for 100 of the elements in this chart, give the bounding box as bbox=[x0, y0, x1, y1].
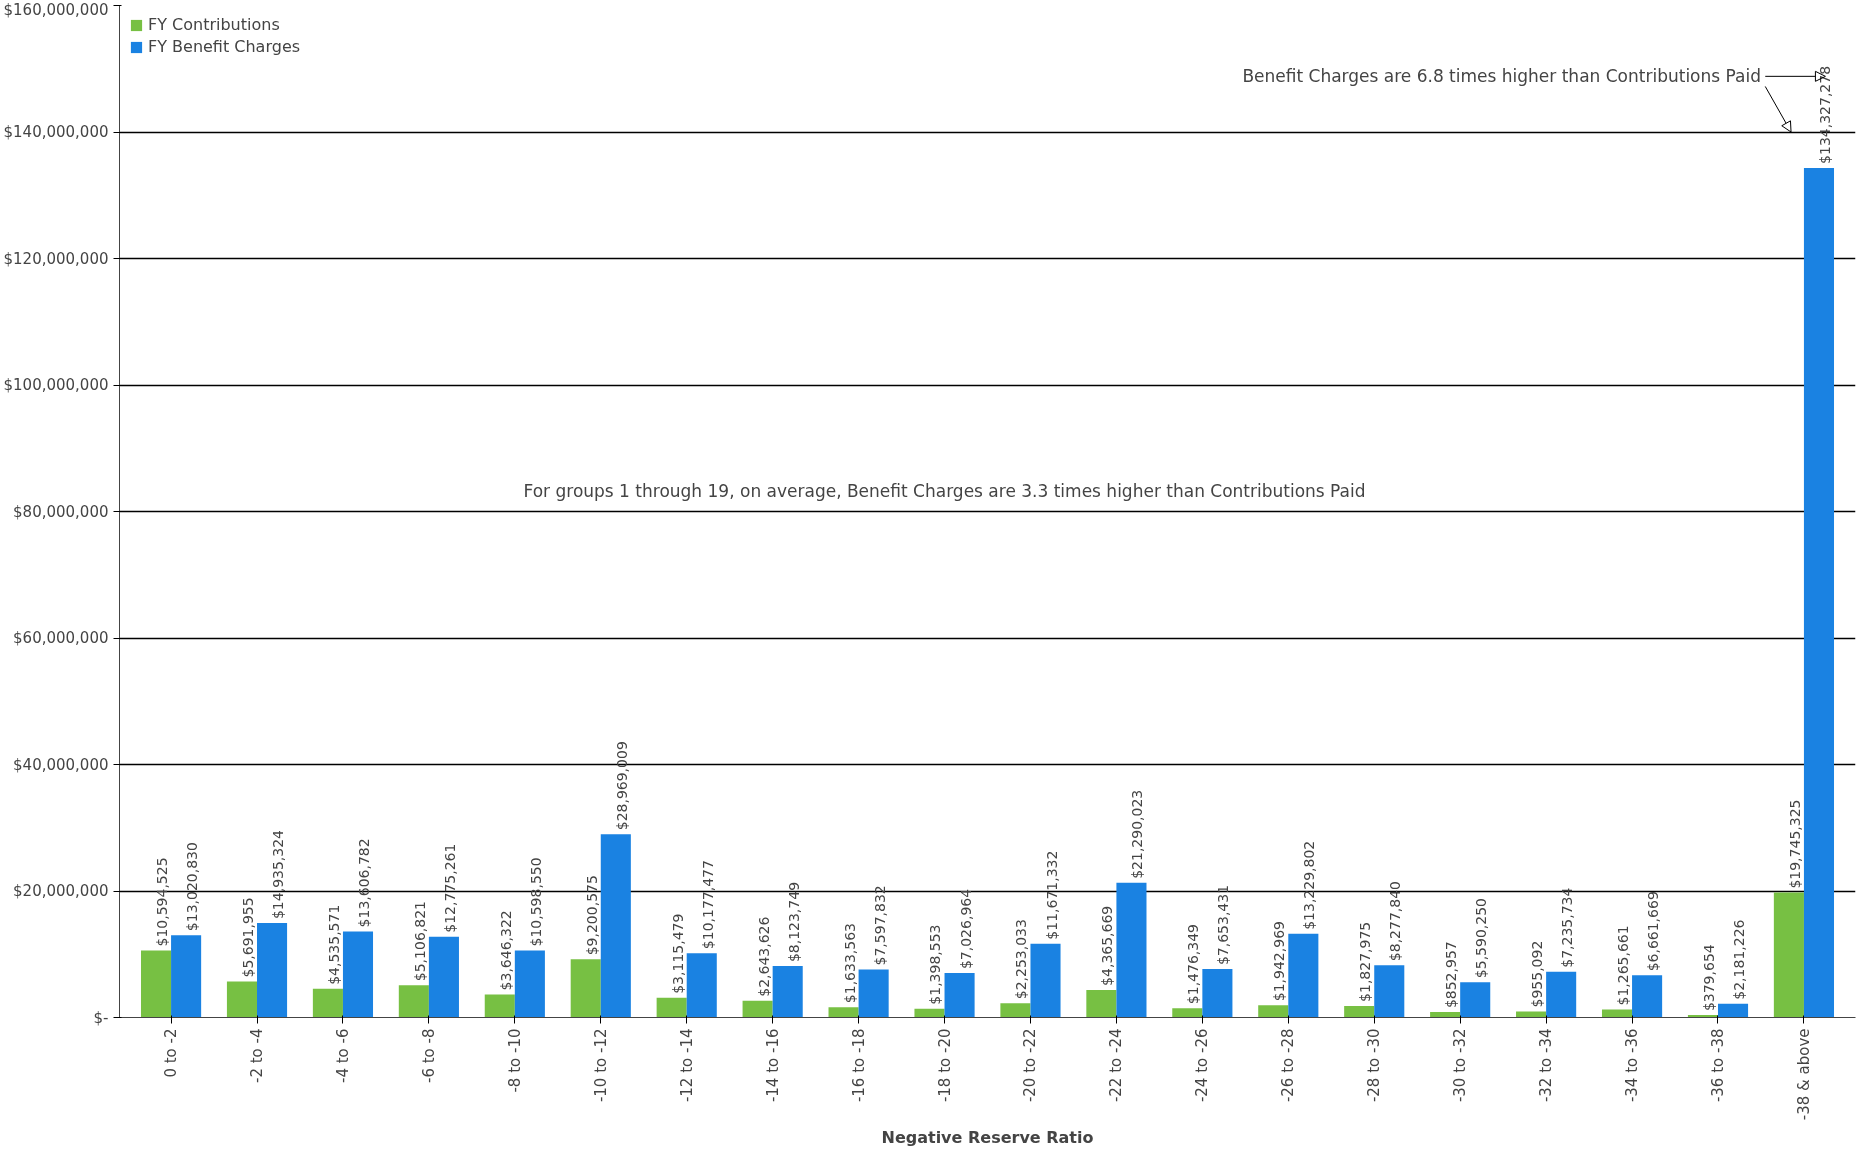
data-label: $134,327,278 bbox=[1816, 65, 1833, 164]
data-label: $10,594,525 bbox=[154, 857, 171, 947]
data-label: $14,935,324 bbox=[270, 829, 287, 920]
bar bbox=[1030, 943, 1061, 1018]
bar bbox=[398, 985, 429, 1018]
bar bbox=[1430, 1012, 1461, 1018]
bar bbox=[828, 1007, 859, 1018]
x-tick-label: -16 to -18 bbox=[849, 1028, 868, 1103]
bar bbox=[1172, 1008, 1203, 1018]
x-tick-label: -2 to -4 bbox=[248, 1028, 266, 1084]
bar bbox=[742, 1000, 773, 1018]
x-tick-label: -10 to -12 bbox=[591, 1028, 610, 1103]
bar bbox=[1288, 933, 1319, 1018]
x-tick-label: -30 to -32 bbox=[1451, 1028, 1470, 1103]
bar bbox=[1460, 982, 1491, 1018]
y-tick-label: $- bbox=[93, 1008, 109, 1027]
legend-label: FY Benefit Charges bbox=[148, 37, 301, 56]
bar bbox=[1632, 975, 1663, 1018]
data-label: $5,590,250 bbox=[1473, 897, 1490, 979]
data-label: $11,671,332 bbox=[1043, 850, 1060, 940]
x-tick-label: -20 to -22 bbox=[1021, 1028, 1040, 1103]
bar bbox=[1516, 1011, 1547, 1018]
y-tick-label: $100,000,000 bbox=[3, 376, 109, 394]
bar bbox=[257, 923, 288, 1018]
data-label: $1,398,553 bbox=[927, 924, 944, 1005]
bar bbox=[342, 931, 374, 1018]
data-label: $1,476,349 bbox=[1185, 923, 1202, 1005]
data-label: $379,654 bbox=[1700, 944, 1717, 1012]
bar bbox=[226, 981, 257, 1018]
data-label: $4,535,571 bbox=[325, 904, 342, 985]
bar bbox=[1718, 1003, 1749, 1018]
x-tick-label: -14 to -16 bbox=[763, 1028, 782, 1103]
bar bbox=[171, 935, 202, 1018]
bar bbox=[1258, 1005, 1289, 1018]
data-label: $10,598,550 bbox=[527, 857, 544, 947]
data-label: $955,092 bbox=[1529, 940, 1546, 1008]
y-tick-label: $20,000,000 bbox=[13, 882, 109, 900]
data-label: $1,265,661 bbox=[1615, 925, 1632, 1006]
bar bbox=[1344, 1005, 1375, 1018]
data-label: $1,827,975 bbox=[1357, 921, 1374, 1002]
bar bbox=[858, 969, 889, 1018]
x-tick-label: 0 to -2 bbox=[162, 1028, 181, 1078]
bar bbox=[914, 1008, 945, 1018]
x-tick-label: -24 to -26 bbox=[1193, 1028, 1212, 1103]
bar bbox=[1601, 1009, 1633, 1018]
y-tick-label: $40,000,000 bbox=[13, 755, 109, 774]
bar bbox=[1374, 965, 1405, 1018]
data-label: $13,606,782 bbox=[355, 838, 372, 928]
bar bbox=[484, 994, 515, 1018]
data-label: $9,200,575 bbox=[583, 875, 600, 956]
data-label: $3,646,322 bbox=[497, 910, 514, 991]
bar bbox=[656, 997, 687, 1018]
data-label: $8,277,840 bbox=[1387, 880, 1404, 962]
x-tick-label: -26 to -28 bbox=[1279, 1028, 1298, 1103]
data-label: $8,123,749 bbox=[785, 881, 802, 963]
bar bbox=[686, 953, 717, 1018]
x-tick-label: -38 & above bbox=[1794, 1028, 1813, 1121]
bar bbox=[514, 950, 545, 1018]
x-tick-label: -4 to -6 bbox=[333, 1028, 352, 1084]
data-label: $19,745,325 bbox=[1786, 799, 1803, 889]
data-label: $1,942,969 bbox=[1271, 921, 1288, 1002]
bar bbox=[312, 988, 343, 1018]
x-tick-label: -22 to -24 bbox=[1107, 1028, 1126, 1103]
data-label: $28,969,009 bbox=[613, 741, 630, 831]
bar bbox=[570, 959, 601, 1018]
x-tick-label: -28 to -30 bbox=[1365, 1028, 1384, 1103]
x-tick-label: -6 to -8 bbox=[419, 1028, 438, 1084]
data-label: $12,775,261 bbox=[441, 843, 458, 933]
x-tick-label: -32 to -34 bbox=[1537, 1028, 1556, 1103]
x-tick-label: -12 to -14 bbox=[677, 1028, 696, 1103]
y-tick-label: $160,000,000 bbox=[3, 0, 109, 19]
annotation: Benefit Charges are 6.8 times higher than Contributions Paid bbox=[1242, 66, 1761, 87]
data-label: $6,661,669 bbox=[1645, 891, 1662, 972]
data-label: $10,177,477 bbox=[699, 860, 716, 950]
bar bbox=[1773, 892, 1804, 1018]
y-tick-label: $120,000,000 bbox=[3, 249, 109, 268]
x-tick-label: -18 to -20 bbox=[935, 1028, 954, 1103]
x-tick-label: -34 to -36 bbox=[1623, 1028, 1642, 1103]
data-label: $21,290,023 bbox=[1129, 789, 1146, 879]
data-label: $2,253,033 bbox=[1013, 919, 1030, 1000]
annotation: For groups 1 through 19, on average, Benefit Charges are 3.3 times higher than Contributions Paid bbox=[523, 481, 1366, 502]
bar bbox=[772, 966, 803, 1018]
bar bbox=[1086, 989, 1117, 1018]
data-label: $7,235,734 bbox=[1559, 887, 1576, 968]
data-label: $3,115,479 bbox=[669, 913, 686, 994]
data-label: $7,597,832 bbox=[871, 885, 888, 966]
data-label: $2,643,626 bbox=[755, 916, 772, 997]
data-label: $4,365,669 bbox=[1099, 905, 1116, 986]
legend-label: FY Contributions bbox=[148, 15, 280, 34]
bar bbox=[1202, 969, 1233, 1018]
data-label: $1,633,563 bbox=[841, 923, 858, 1004]
bar bbox=[1546, 971, 1577, 1018]
bar bbox=[428, 936, 459, 1018]
bar bbox=[1803, 167, 1835, 1018]
data-label: $2,181,226 bbox=[1731, 919, 1748, 1000]
bar bbox=[1000, 1003, 1031, 1018]
data-label: $5,106,821 bbox=[411, 901, 428, 982]
x-tick-label: -8 to -10 bbox=[505, 1028, 524, 1093]
data-label: $5,691,955 bbox=[239, 897, 256, 978]
data-label: $13,229,802 bbox=[1301, 840, 1318, 930]
